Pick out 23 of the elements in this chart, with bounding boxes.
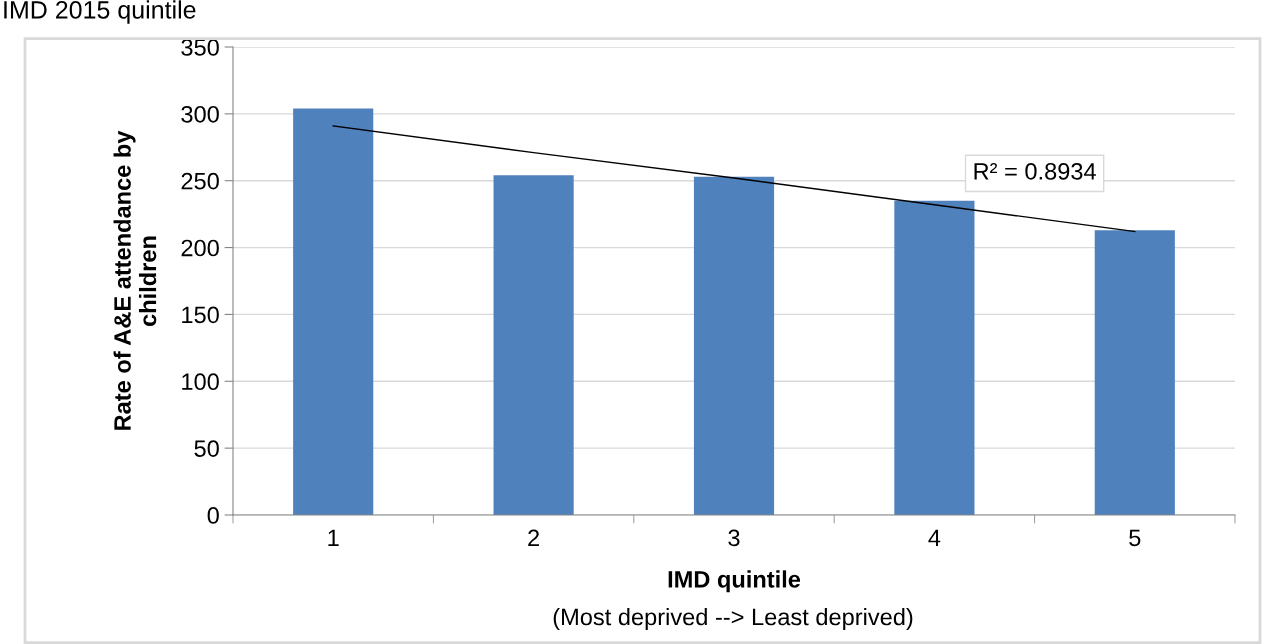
y-tick-label: 150 (182, 306, 219, 324)
y-tick-label: 200 (181, 239, 219, 257)
x-axis-title: IMD quintile (668, 570, 801, 593)
y-tick-label: 250 (181, 172, 219, 190)
chart-title: IMD 2015 quintile (4, 0, 196, 24)
y-axis-title: Rate of A&E attendance by children (113, 130, 157, 430)
line-series (332, 125, 1136, 233)
bar (693, 176, 775, 515)
text: (Most deprived --> Least deprived) (553, 607, 913, 630)
x-tick-label: 4 (928, 529, 941, 546)
y-tick-label: 0 (207, 507, 219, 524)
x-tick-label: 3 (728, 529, 740, 547)
x-tick-label: 1 (328, 529, 339, 546)
bar (293, 108, 374, 515)
bar (493, 175, 574, 515)
bar (894, 200, 975, 515)
x-tick-label: 2 (528, 529, 539, 546)
x-tick-label: 5 (1129, 529, 1141, 547)
bar (1094, 230, 1175, 515)
y-tick-label: 50 (194, 440, 219, 457)
annotation: R² = 0.8934 (974, 162, 1096, 180)
y-tick-label: 100 (182, 373, 219, 391)
y-tick-label: 300 (181, 105, 219, 123)
